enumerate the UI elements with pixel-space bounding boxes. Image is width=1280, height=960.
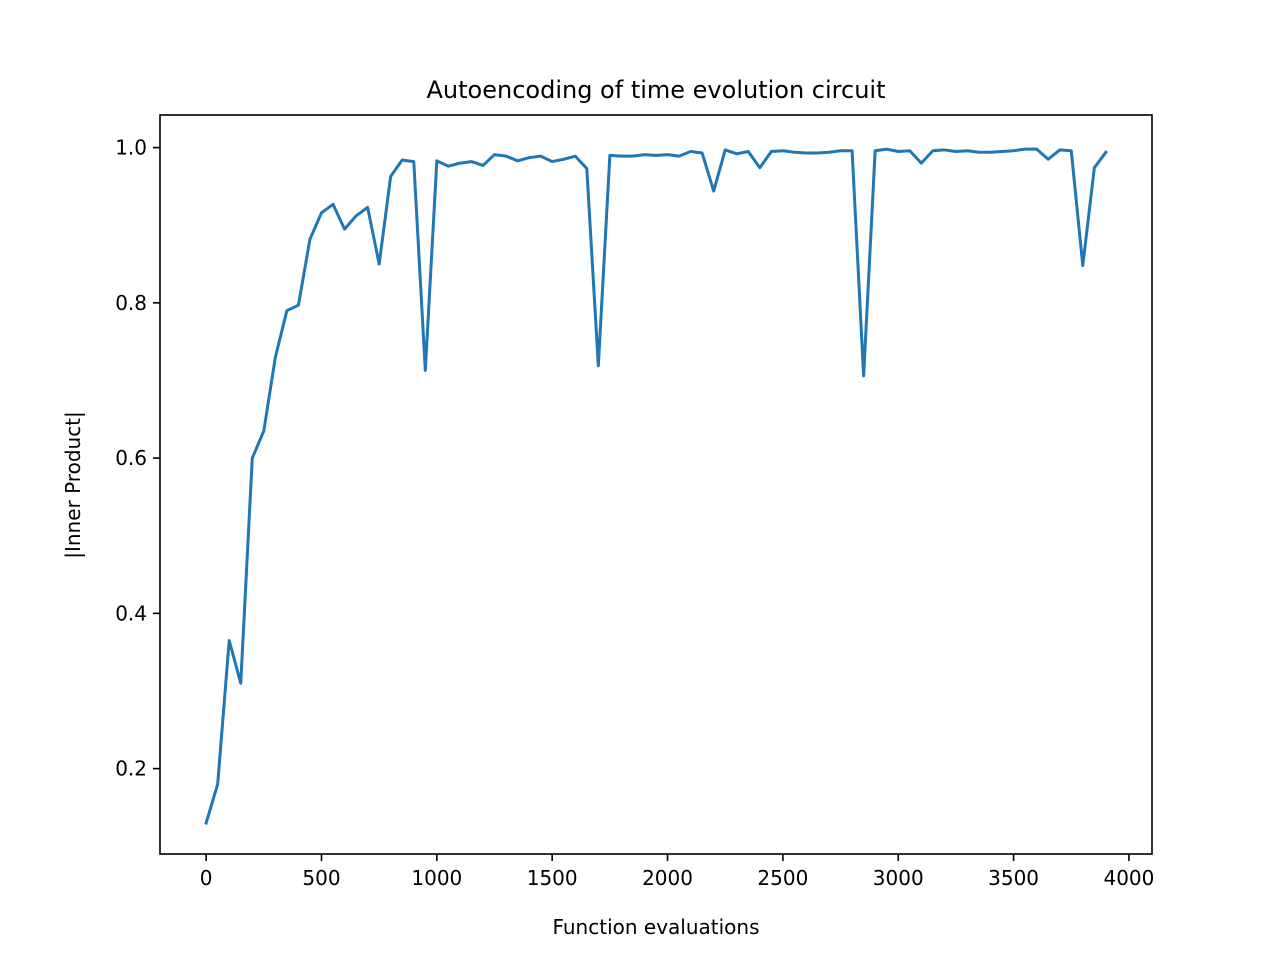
x-tick-label: 0 [200,866,213,890]
x-tick-label: 500 [302,866,340,890]
y-tick-label: 0.6 [115,446,147,470]
y-tick-label: 0.2 [115,757,147,781]
x-tick-label: 2500 [757,866,808,890]
y-tick-label: 0.4 [115,601,147,625]
x-tick-label: 1000 [411,866,462,890]
x-tick-label: 3000 [873,866,924,890]
y-tick-label: 0.8 [115,291,147,315]
chart-title: Autoencoding of time evolution circuit [427,76,886,104]
y-axis-title: |Inner Product| [61,411,85,559]
x-tick-label: 2000 [642,866,693,890]
x-tick-label: 4000 [1103,866,1154,890]
x-tick-label: 1500 [527,866,578,890]
x-axis-title: Function evaluations [552,915,759,939]
y-tick-label: 1.0 [115,136,147,160]
x-tick-label: 3500 [988,866,1039,890]
